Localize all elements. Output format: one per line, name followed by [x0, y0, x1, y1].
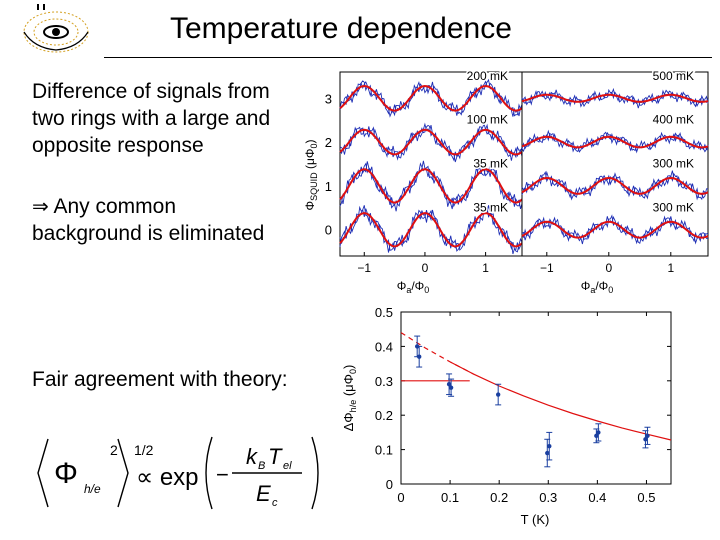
y-tick-label: 0.3	[375, 374, 393, 389]
x-tick-label: 0.1	[441, 490, 459, 505]
data-point	[446, 373, 453, 396]
fit-curve	[521, 93, 709, 103]
curve-temperature-label: 400 mK	[653, 113, 694, 127]
oscillation-panel-left: 200 mK 100 mK 35 mK 35 mK	[339, 67, 523, 257]
para1-line: two rings with a large and	[32, 107, 271, 130]
text-difference-of-signals: Difference of signals from two rings wit…	[32, 78, 270, 159]
x-tick-label: −1	[357, 261, 371, 275]
y-axis-label: ΦSQUID (μΦ0)	[303, 140, 319, 211]
institution-logo	[14, 2, 98, 60]
theory-curve	[449, 361, 672, 441]
svg-text:ΦSQUID (μΦ0): ΦSQUID (μΦ0)	[303, 140, 319, 211]
data-trace	[339, 122, 523, 163]
data-point	[544, 438, 551, 468]
fit-curve	[521, 135, 709, 149]
para1-line: Difference of signals from	[32, 80, 270, 103]
title-divider	[104, 57, 712, 58]
formula-square: 2	[110, 442, 118, 458]
slide-title: Temperature dependence	[170, 12, 512, 45]
formula-k: k	[246, 444, 258, 469]
formula-T: T	[268, 444, 283, 469]
amplitude-vs-temperature-figure: 0 0.1 0.2 0.3 0.4 0.5 0 0.1 0.2 0.3 0.4 0.5 T (K) Δ…	[341, 305, 672, 527]
data-trace	[521, 129, 709, 154]
data-point	[495, 383, 502, 406]
curve-temperature-label: 300 mK	[653, 157, 694, 171]
para2-line2: background is eliminated	[32, 222, 265, 245]
x-tick-label: 0.2	[490, 490, 508, 505]
x-tick-label: 0.4	[588, 490, 606, 505]
y-tick-label: 0	[325, 223, 332, 238]
formula-el: el	[283, 460, 292, 472]
x-tick-label: 0	[397, 490, 404, 505]
para2-line1: Any common	[53, 195, 176, 218]
curve-temperature-label: 35 mK	[473, 157, 508, 171]
formula-c: c	[272, 497, 278, 509]
y-tick-label: 0.1	[375, 443, 393, 458]
fit-curve	[521, 176, 709, 195]
x-axis-label: Φa/Φ0	[397, 279, 430, 295]
fit-curve	[339, 84, 523, 112]
data-point	[642, 430, 649, 449]
x-tick-label: 0	[422, 261, 429, 275]
oscillation-panel-right: 500 mK 400 mK 300 mK 300 mK	[521, 67, 709, 257]
text-background-eliminated: ⇒ Any common background is eliminated	[32, 193, 264, 247]
curve-temperature-label: 35 mK	[473, 200, 508, 214]
formula-minus: −	[216, 462, 229, 487]
paren-right	[311, 436, 319, 510]
data-trace	[521, 170, 708, 201]
paren-left	[205, 436, 213, 510]
data-point	[595, 423, 602, 442]
formula-phi: Φ	[54, 457, 78, 490]
curve-temperature-label: 500 mK	[653, 69, 694, 83]
curve-temperature-label: 100 mK	[467, 113, 508, 127]
fit-curve	[339, 128, 523, 156]
formula-phi-sub: h/e	[84, 482, 101, 496]
svg-text:ΔΦh/e (μΦ0): ΔΦh/e (μΦ0)	[341, 365, 358, 432]
y-tick-label: 3	[325, 91, 332, 106]
x-tick-label: −1	[540, 261, 554, 275]
formula-prop-exp: ∝ exp	[136, 464, 199, 491]
fit-curve	[339, 168, 523, 204]
y-tick-label: 1	[325, 179, 332, 194]
x-tick-label: 0.5	[637, 490, 655, 505]
formula: Φ h/e 2 1/2 ∝ exp − k B T el E c	[37, 436, 319, 510]
data-point	[448, 378, 455, 397]
data-point	[416, 345, 423, 368]
left-angle-bracket	[37, 438, 49, 508]
x-tick-label: 0	[605, 261, 612, 275]
formula-E: E	[256, 481, 271, 506]
y-tick-label: 2	[325, 135, 332, 150]
data-point	[593, 428, 600, 444]
x-tick-label: 1	[667, 261, 674, 275]
squid-oscillation-figure: ΦSQUID (μΦ0) 0 1 2 3 200 mK 100 mK 35 mK 35 mK…	[303, 67, 709, 295]
data-trace	[339, 205, 523, 253]
y-tick-label: 0.2	[375, 408, 393, 423]
fit-curve	[339, 212, 523, 248]
implies-icon: ⇒	[32, 194, 49, 218]
formula-B: B	[258, 460, 265, 472]
para1-line: opposite response	[32, 134, 204, 157]
x-axis-label: T (K)	[521, 512, 550, 527]
y-tick-label: 0	[386, 477, 393, 492]
curve-temperature-label: 300 mK	[653, 200, 694, 214]
curve-temperature-label: 200 mK	[467, 69, 508, 83]
data-trace	[521, 88, 709, 108]
text-fair-agreement: Fair agreement with theory:	[32, 368, 288, 391]
x-tick-label: 0.3	[539, 490, 557, 505]
x-tick-label: 1	[482, 261, 489, 275]
formula-half: 1/2	[134, 442, 154, 458]
data-point	[644, 426, 651, 445]
right-angle-bracket	[117, 438, 129, 508]
y-axis-label: ΔΦh/e (μΦ0)	[341, 365, 358, 432]
y-tick-label: 0.4	[375, 339, 393, 354]
x-axis-label: Φa/Φ0	[581, 279, 614, 295]
fit-curve	[521, 220, 709, 239]
y-tick-label: 0.5	[375, 305, 393, 320]
